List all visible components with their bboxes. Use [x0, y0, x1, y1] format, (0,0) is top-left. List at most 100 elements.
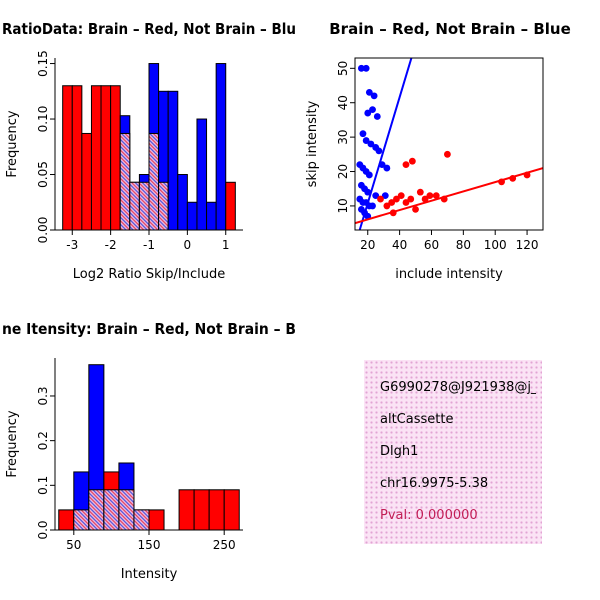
hist-bar-overlap [73, 509, 90, 531]
y-axis-label: Frequency [5, 110, 20, 177]
data-point [408, 157, 416, 165]
info-locus: chr16.9975-5.38 [380, 476, 489, 491]
data-point [377, 195, 384, 203]
hist-bar-red [62, 85, 73, 231]
data-point [381, 192, 389, 200]
data-point [375, 147, 383, 155]
hist-bar-blue [177, 174, 188, 231]
hist-bar-overlap [118, 489, 135, 531]
axes: 50 150 250 0.0 0.1 0.2 0.3 [36, 358, 243, 552]
axes: -3 -2 -1 0 1 0.00 0.05 0.10 0.15 [36, 50, 243, 252]
points [355, 58, 543, 230]
hist-bar-overlap [103, 489, 120, 531]
x-tick-label: 20 [360, 238, 375, 252]
bars [58, 364, 240, 531]
y-tick-label: 20 [336, 164, 350, 179]
intensity-scatter-chart: Brain – Red, Not Brain – Blue 20 40 60 80 100… [305, 20, 571, 282]
panel-gene-intensity-histogram: ne Itensity: Brain – Red, Not Brain – B 5… [0, 300, 300, 600]
data-point [402, 199, 410, 206]
log2ratio-histogram-chart: RatioData: Brain – Red, Not Brain – Blu -… [2, 20, 296, 282]
plot-box [354, 57, 544, 231]
gene-intensity-histogram-chart: ne Itensity: Brain – Red, Not Brain – B 5… [2, 320, 296, 582]
data-point [378, 161, 386, 169]
y-tick-label: 0.1 [36, 476, 50, 495]
x-tick-label: -3 [66, 238, 78, 252]
data-point [369, 202, 376, 210]
info-gene-name: Dlgh1 [380, 444, 419, 459]
hist-bar-red [100, 85, 112, 231]
x-tick-label: 150 [138, 538, 161, 552]
data-point [364, 109, 372, 117]
hist-bar-overlap [133, 509, 150, 531]
data-point [383, 164, 391, 172]
x-tick-label: 80 [456, 238, 471, 252]
chart-title: ne Itensity: Brain – Red, Not Brain – B [2, 320, 296, 338]
y-tick-label: 0.05 [36, 161, 50, 188]
data-point [407, 195, 415, 203]
hist-bar-overlap [88, 489, 105, 531]
data-point [359, 130, 367, 138]
data-point [370, 92, 378, 100]
data-point [498, 178, 505, 186]
y-axis-label: skip intensity [305, 100, 320, 187]
y-tick-label: 30 [336, 129, 350, 144]
data-point [509, 175, 517, 182]
hist-bar-blue [196, 118, 208, 231]
x-tick-label: 40 [392, 238, 407, 252]
x-tick-label: 0 [184, 238, 192, 252]
x-tick-label: 250 [213, 538, 236, 552]
data-point [365, 89, 373, 96]
data-point [369, 106, 376, 113]
hist-bar-red [110, 85, 121, 231]
data-point [357, 64, 365, 72]
x-axis-label: Intensity [121, 567, 178, 582]
data-point [432, 192, 440, 200]
panel-log2ratio-histogram: RatioData: Brain – Red, Not Brain – Blu -… [0, 0, 300, 300]
data-point [362, 64, 370, 72]
hist-bar-red [148, 509, 165, 531]
chart-title: RatioData: Brain – Red, Not Brain – Blu [2, 20, 296, 38]
data-point [412, 205, 419, 213]
x-tick-label: 60 [424, 238, 439, 252]
axes: 20 40 60 80 100 120 10 20 30 40 50 [336, 57, 544, 252]
y-tick-label: 10 [336, 198, 350, 213]
data-point [362, 137, 370, 144]
x-tick-label: 50 [66, 538, 81, 552]
hist-bar-red [223, 489, 240, 531]
hist-bar-red [193, 489, 210, 531]
y-tick-label: 0.2 [36, 431, 50, 450]
info-event-id: G6990278@J921938@j_ [380, 380, 536, 395]
hist-bar-overlap [119, 132, 131, 231]
y-tick-label: 0.15 [36, 50, 50, 77]
y-tick-label: 0.10 [36, 106, 50, 133]
data-point [383, 202, 391, 210]
info-pval: Pval: 0.000000 [380, 508, 478, 523]
data-point [416, 188, 424, 196]
y-tick-label: 40 [336, 95, 350, 110]
x-axis-label: include intensity [395, 267, 503, 282]
y-tick-label: 0.00 [36, 217, 50, 244]
hist-bar-red [225, 181, 236, 231]
info-box: G6990278@J921938@j_ altCassette Dlgh1 ch… [364, 360, 542, 544]
hist-bar-red [90, 85, 102, 231]
hist-bar-red [178, 489, 195, 531]
hist-bar-blue [206, 201, 217, 231]
data-point [393, 195, 400, 203]
data-point [372, 192, 380, 200]
data-point [523, 171, 531, 179]
y-axis-label: Frequency [5, 410, 20, 477]
data-point [426, 192, 434, 200]
hist-bar-red [71, 85, 83, 231]
hist-bar-overlap [129, 181, 140, 231]
x-axis-label: Log2 Ratio Skip/Include [73, 267, 225, 282]
panel-event-info: G6990278@J921938@j_ altCassette Dlgh1 ch… [300, 300, 600, 600]
data-point [397, 192, 405, 200]
bars [62, 63, 236, 231]
chart-title: Brain – Red, Not Brain – Blue [329, 20, 571, 38]
data-point [365, 171, 373, 179]
hist-bar-overlap [148, 132, 160, 231]
hist-bar-overlap [138, 181, 150, 231]
info-event-type: altCassette [380, 412, 454, 427]
hist-bar-red [58, 509, 75, 531]
